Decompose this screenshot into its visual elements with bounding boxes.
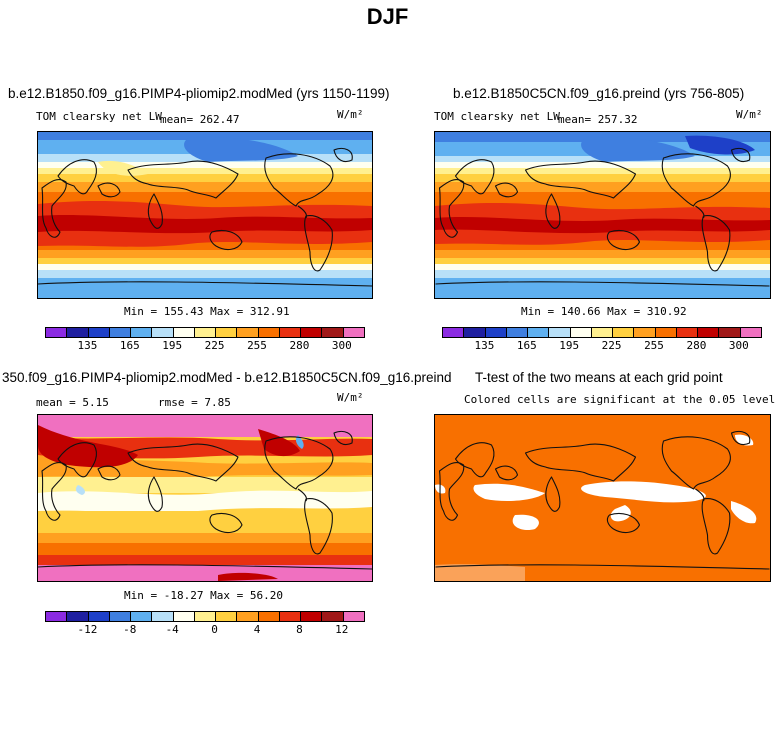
panel3-minmax: Min = -18.27 Max = 56.20 [124, 589, 283, 602]
colorbar-cell [194, 612, 217, 621]
colorbar-cell [279, 328, 302, 337]
panel2-field [435, 132, 770, 298]
panel1-map [37, 131, 373, 299]
panel2-title: b.e12.B1850C5CN.f09_g16.preind (yrs 756-… [453, 86, 745, 101]
panel4-map [434, 414, 771, 582]
panel3-units: W/m² [337, 391, 364, 404]
panel1-coastlines [38, 147, 372, 287]
colorbar-cell [152, 328, 174, 337]
colorbar-tick-label: -12 [77, 623, 98, 636]
colorbar-cell [591, 328, 614, 337]
colorbar-cell [88, 328, 110, 337]
panel2-coastlines [435, 147, 770, 287]
colorbar-cell [109, 328, 132, 337]
panel1-minmax: Min = 155.43 Max = 312.91 [124, 305, 290, 318]
colorbar-tick-label: 0 [211, 623, 218, 636]
colorbar-cell [109, 612, 132, 621]
colorbar-tick-label: 195 [162, 339, 183, 352]
colorbar-cell [131, 328, 153, 337]
colorbar-cell [67, 328, 89, 337]
colorbar-cell [613, 328, 635, 337]
colorbar-cell [485, 328, 507, 337]
colorbar-cell [258, 612, 280, 621]
colorbar-cell [194, 328, 217, 337]
panel1-colorbar [45, 327, 365, 338]
figure-title: DJF [366, 4, 409, 29]
colorbar-tick-label: 300 [331, 339, 352, 352]
colorbar-tick-label: 165 [516, 339, 537, 352]
colorbar-cell [634, 328, 656, 337]
panel1-mean: mean= 262.47 [160, 113, 240, 126]
colorbar-cell [152, 612, 174, 621]
panel3-field [38, 415, 372, 581]
panel2-variable: TOM clearsky net LW [434, 110, 560, 123]
panel1-variable: TOM clearsky net LW [36, 110, 162, 123]
colorbar-cell [301, 612, 323, 621]
panel2-mean: mean= 257.32 [558, 113, 638, 126]
colorbar-cell [173, 328, 195, 337]
panel1-units: W/m² [337, 108, 364, 121]
colorbar-tick-label: 255 [247, 339, 267, 352]
colorbar-tick-label: 280 [289, 339, 310, 352]
panel3-colorbar [45, 611, 365, 622]
panel2-minmax: Min = 140.66 Max = 310.92 [521, 305, 687, 318]
panel2-units: W/m² [736, 108, 763, 121]
colorbar-tick-label: 8 [296, 623, 303, 636]
colorbar-cell [343, 612, 364, 621]
colorbar-cell [173, 612, 195, 621]
colorbar-cell [719, 328, 741, 337]
colorbar-cell [464, 328, 486, 337]
colorbar-cell [88, 612, 110, 621]
colorbar-cell [698, 328, 720, 337]
colorbar-cell [322, 612, 344, 621]
colorbar-cell [237, 328, 259, 337]
colorbar-tick-label: 165 [119, 339, 140, 352]
colorbar-tick-label: 225 [601, 339, 622, 352]
colorbar-cell [131, 612, 153, 621]
panel4-title: T-test of the two means at each grid poi… [475, 370, 723, 385]
colorbar-cell [676, 328, 699, 337]
panel2-map [434, 131, 771, 299]
colorbar-tick-label: 195 [559, 339, 580, 352]
colorbar-cell [655, 328, 677, 337]
panel3-title: 350.f09_g16.PIMP4-pliomip2.modMed - b.e1… [2, 370, 452, 385]
colorbar-tick-label: 4 [253, 623, 261, 636]
panel3-map [37, 414, 373, 582]
panel2-colorbar [442, 327, 762, 338]
colorbar-cell [506, 328, 529, 337]
colorbar-cell [301, 328, 323, 337]
colorbar-tick-label: 300 [728, 339, 749, 352]
colorbar-cell [443, 328, 465, 337]
colorbar-cell [237, 612, 259, 621]
colorbar-cell [46, 612, 68, 621]
colorbar-tick-label: 255 [644, 339, 664, 352]
colorbar-cell [258, 328, 280, 337]
colorbar-tick-label: 12 [335, 623, 349, 636]
colorbar-cell [46, 328, 68, 337]
colorbar-cell [528, 328, 550, 337]
colorbar-cell [216, 612, 238, 621]
panel4-coastlines [435, 430, 770, 570]
colorbar-cell [549, 328, 571, 337]
colorbar-cell [216, 328, 238, 337]
panel4-subtitle: Colored cells are significant at the 0.0… [464, 393, 775, 406]
colorbar-cell [570, 328, 592, 337]
panel3-coastlines [38, 430, 372, 570]
panel1-field [38, 132, 372, 298]
panel1-title: b.e12.B1850.f09_g16.PIMP4-pliomip2.modMe… [8, 86, 390, 101]
colorbar-cell [343, 328, 364, 337]
panel3-rmse: rmse = 7.85 [158, 396, 231, 409]
colorbar-tick-label: 135 [77, 339, 98, 352]
colorbar-tick-label: 135 [474, 339, 495, 352]
colorbar-tick-label: -4 [165, 623, 179, 636]
colorbar-cell [322, 328, 344, 337]
colorbar-tick-label: 225 [204, 339, 225, 352]
colorbar-cell [67, 612, 89, 621]
panel3-mean: mean = 5.15 [36, 396, 109, 409]
colorbar-cell [279, 612, 302, 621]
colorbar-tick-label: 280 [686, 339, 707, 352]
colorbar-cell [740, 328, 761, 337]
colorbar-tick-label: -8 [123, 623, 137, 636]
